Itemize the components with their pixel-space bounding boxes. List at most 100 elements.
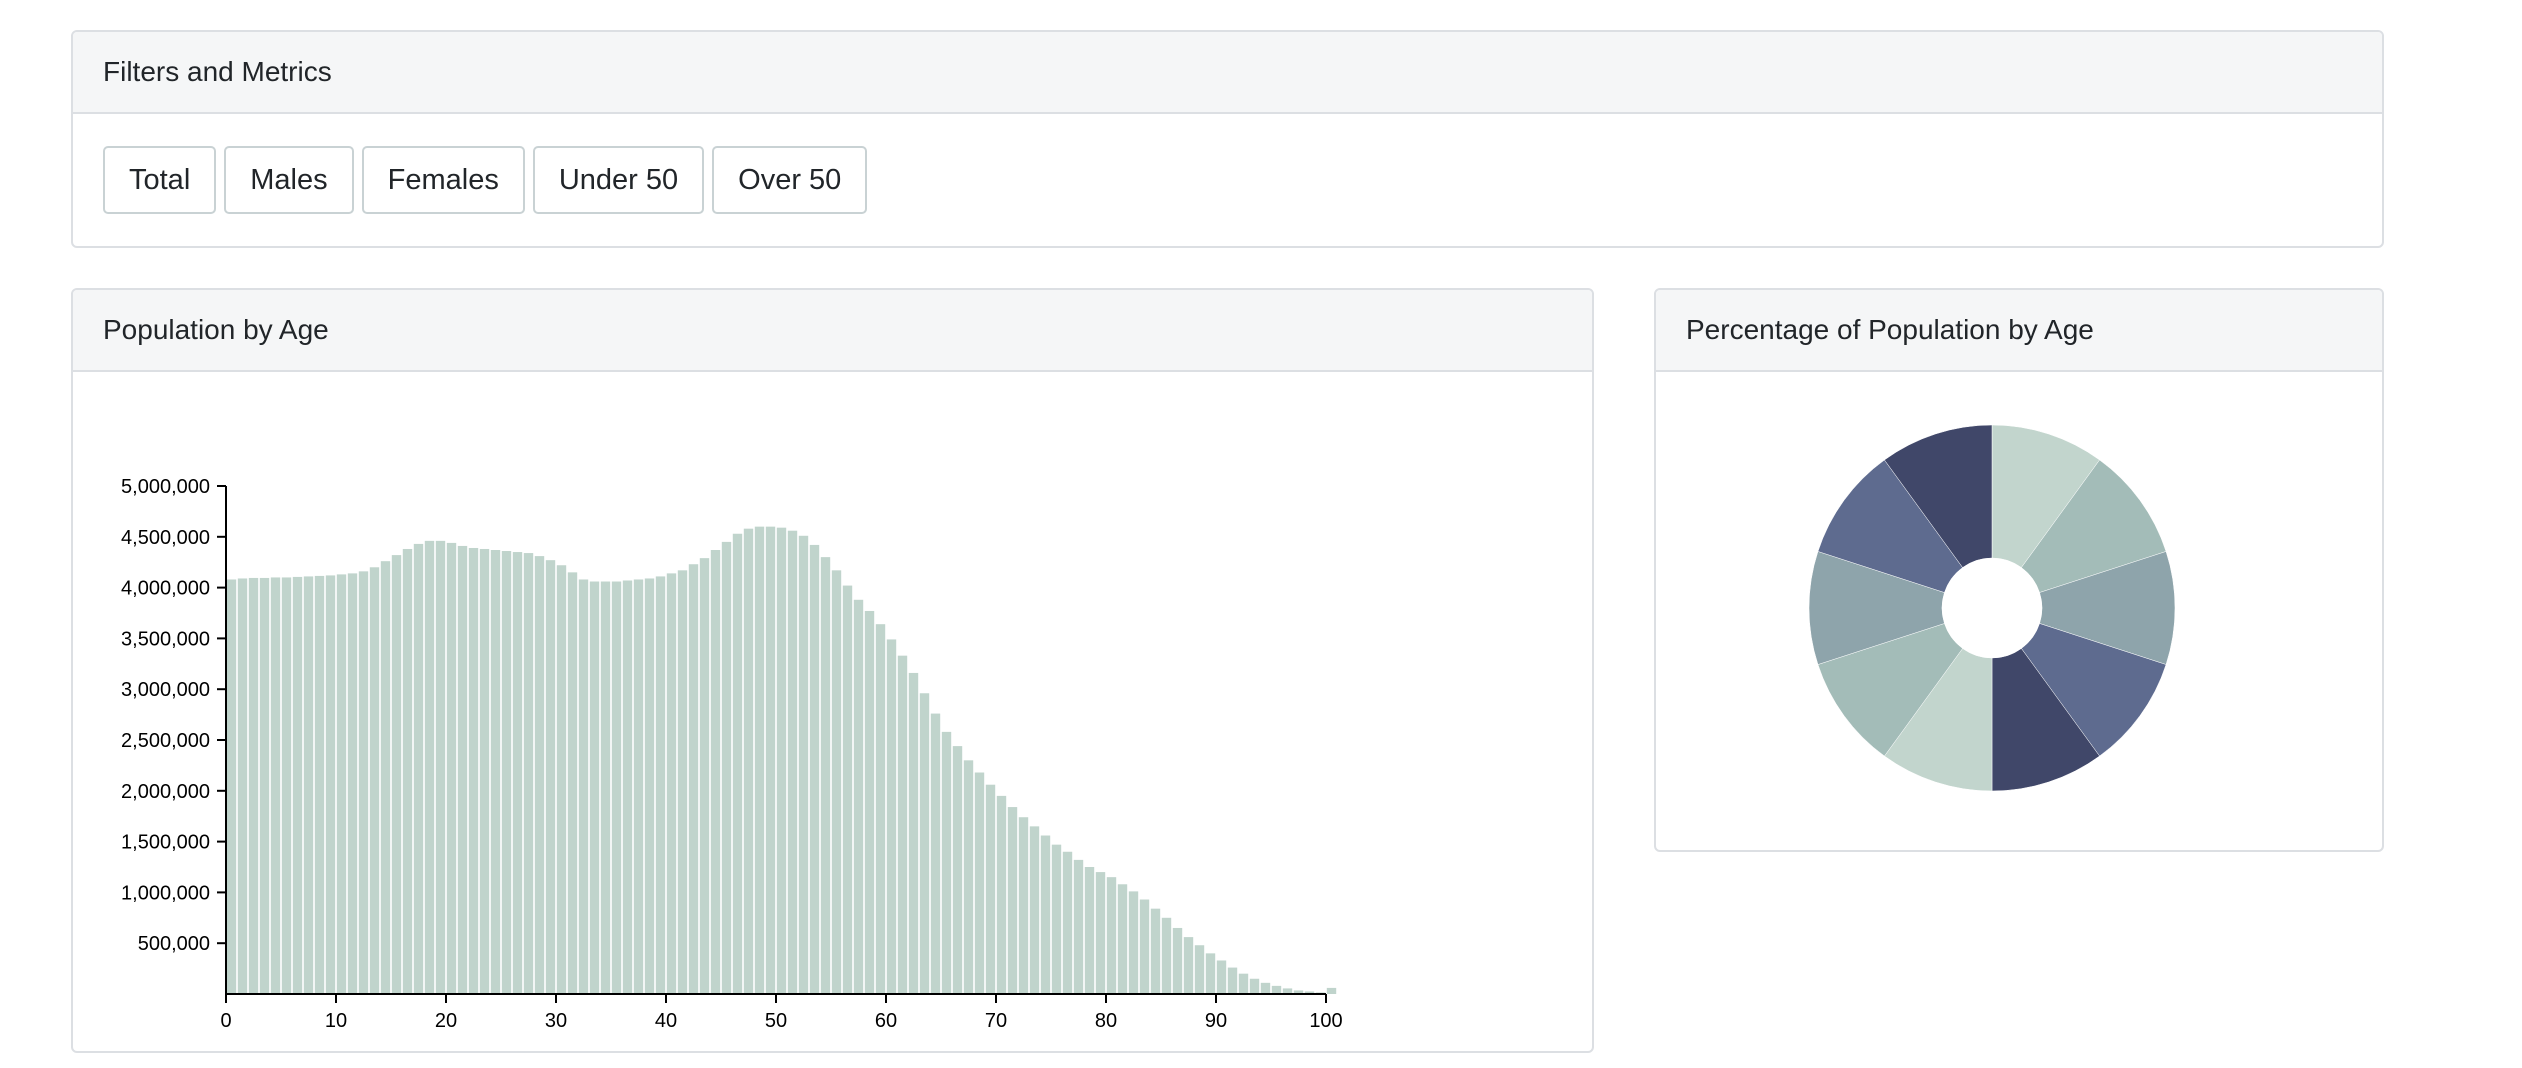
age-bar-20 <box>446 542 457 994</box>
age-bar-91 <box>1227 967 1238 994</box>
age-bar-52 <box>798 535 809 994</box>
age-bar-1 <box>237 578 248 994</box>
age-bar-21 <box>457 545 468 994</box>
y-tick-label: 3,500,000 <box>121 628 210 650</box>
donut-slice-10 <box>1884 424 1993 568</box>
age-bar-89 <box>1205 953 1216 994</box>
age-bar-76 <box>1062 851 1073 994</box>
population-donut-chart <box>1808 424 2176 792</box>
age-bar-63 <box>919 693 930 994</box>
y-tick-label: 500,000 <box>138 933 210 955</box>
filters-panel: Filters and Metrics Total Males Females … <box>71 30 2384 248</box>
age-bar-36 <box>622 580 633 994</box>
age-bar-81 <box>1117 884 1128 994</box>
age-bar-93 <box>1249 978 1260 994</box>
donut-slice-4 <box>2021 623 2167 757</box>
y-tick-label: 3,000,000 <box>121 679 210 701</box>
age-bar-19 <box>435 540 446 994</box>
age-bar-56 <box>842 585 853 994</box>
y-tick-label: 2,000,000 <box>121 781 210 803</box>
age-bar-98 <box>1304 991 1315 994</box>
age-bar-94 <box>1260 982 1271 994</box>
filter-button-group: Total Males Females Under 50 Over 50 <box>103 146 868 214</box>
age-bar-58 <box>864 610 875 994</box>
age-bar-18 <box>424 540 435 994</box>
age-bar-66 <box>952 746 963 994</box>
x-tick-label: 0 <box>220 1010 231 1032</box>
age-bar-55 <box>831 570 842 994</box>
age-bar-75 <box>1051 844 1062 994</box>
age-bar-53 <box>809 544 820 994</box>
age-bar-39 <box>655 576 666 994</box>
age-bar-6 <box>292 576 303 994</box>
x-tick-label: 60 <box>875 1010 897 1032</box>
donut-slice-7 <box>1817 623 1963 757</box>
filter-button-total[interactable]: Total <box>103 146 217 214</box>
x-tick-label: 70 <box>985 1010 1007 1032</box>
x-tick-label: 30 <box>545 1010 567 1032</box>
population-bar-chart: 500,000 1,000,000 1,500,000 2,000,000 2,500,… <box>121 476 1343 1032</box>
age-bar-10 <box>336 574 347 994</box>
age-bar-59 <box>875 624 886 994</box>
age-bar-82 <box>1128 891 1139 994</box>
age-bar-72 <box>1018 817 1029 994</box>
x-tick-label: 10 <box>325 1010 347 1032</box>
age-bar-29 <box>545 560 556 994</box>
age-bar-35 <box>611 581 622 994</box>
age-bar-24 <box>490 550 501 994</box>
age-bar-16 <box>402 548 413 994</box>
age-bar-85 <box>1161 917 1172 994</box>
bar-panel-title: Population by Age <box>73 290 1592 372</box>
y-tick-label: 4,000,000 <box>121 578 210 600</box>
x-tick-label: 100 <box>1309 1010 1342 1032</box>
donut-slice-5 <box>1991 648 2100 792</box>
donut-slice-2 <box>2021 459 2167 593</box>
age-bar-48 <box>754 526 765 994</box>
donut-slice-6 <box>1884 648 1993 792</box>
donut-slice-3 <box>2039 551 2176 665</box>
x-tick-label: 90 <box>1205 1010 1227 1032</box>
age-bar-50 <box>776 527 787 994</box>
age-bar-7 <box>303 576 314 994</box>
age-bar-40 <box>666 573 677 994</box>
filter-button-males[interactable]: Males <box>224 146 354 214</box>
age-bar-92 <box>1238 973 1249 994</box>
age-bar-51 <box>787 530 798 994</box>
filter-button-over-50[interactable]: Over 50 <box>712 146 868 214</box>
age-bar-71 <box>1007 807 1018 994</box>
filter-button-females[interactable]: Females <box>361 146 525 214</box>
age-bar-68 <box>974 772 985 994</box>
age-bar-88 <box>1194 945 1205 994</box>
age-bar-90 <box>1216 960 1227 994</box>
x-tick-label: 50 <box>765 1010 787 1032</box>
age-bar-60 <box>886 639 897 994</box>
age-bar-96 <box>1282 988 1293 994</box>
age-bar-8 <box>314 575 325 994</box>
age-bar-84 <box>1150 908 1161 994</box>
age-bar-49 <box>765 526 776 994</box>
x-tick-label: 80 <box>1095 1010 1117 1032</box>
age-bar-73 <box>1029 826 1040 994</box>
age-bar-11 <box>347 573 358 994</box>
age-bar-61 <box>897 655 908 994</box>
age-bar-4 <box>270 577 281 994</box>
age-bar-13 <box>369 567 380 994</box>
age-bar-95 <box>1271 985 1282 994</box>
age-bar-47 <box>743 528 754 994</box>
age-bar-17 <box>413 543 424 994</box>
age-bar-83 <box>1139 899 1150 994</box>
age-bar-5 <box>281 577 292 994</box>
age-bar-87 <box>1183 937 1194 994</box>
age-bar-42 <box>688 564 699 994</box>
age-bar-31 <box>567 572 578 994</box>
age-bar-69 <box>985 784 996 994</box>
x-tick-label: 40 <box>655 1010 677 1032</box>
y-tick-label: 1,500,000 <box>121 832 210 854</box>
age-bar-77 <box>1073 859 1084 994</box>
filter-button-under-50[interactable]: Under 50 <box>532 146 705 214</box>
age-bar-14 <box>380 561 391 994</box>
age-bar-33 <box>589 581 600 994</box>
age-bar-86 <box>1172 927 1183 994</box>
filters-panel-title: Filters and Metrics <box>73 32 2382 114</box>
age-bar-65 <box>941 731 952 994</box>
